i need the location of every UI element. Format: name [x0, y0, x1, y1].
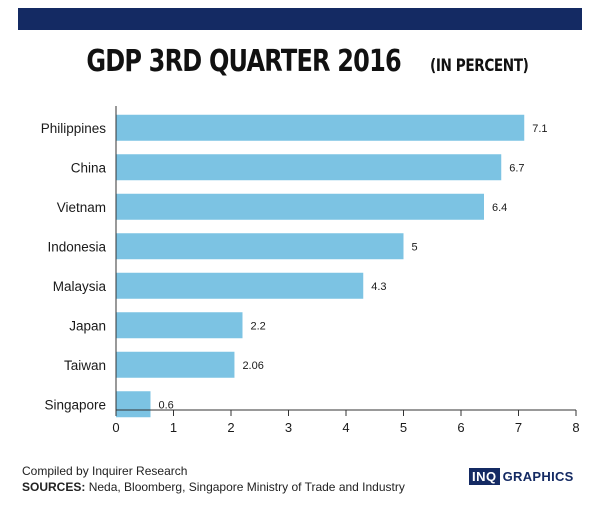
chart-title-row: GDP 3RD QUARTER 2016 (IN PERCENT) — [0, 44, 600, 79]
x-tick-label: 1 — [170, 420, 177, 435]
compiled-by: Compiled by Inquirer Research — [22, 464, 188, 478]
bar — [116, 312, 243, 339]
x-tick-label: 0 — [112, 420, 119, 435]
top-band — [18, 8, 582, 30]
category-label: China — [71, 160, 107, 175]
value-label: 6.7 — [509, 162, 524, 174]
x-tick-label: 8 — [572, 420, 579, 435]
category-label: Taiwan — [64, 358, 106, 373]
value-label: 5 — [412, 241, 418, 253]
category-label: Indonesia — [47, 239, 106, 254]
sources-label: SOURCES: — [22, 480, 86, 494]
bar — [116, 114, 525, 141]
x-tick-label: 7 — [515, 420, 522, 435]
value-label: 2.06 — [242, 360, 263, 372]
bar — [116, 351, 235, 378]
bar — [116, 233, 404, 260]
category-label: Japan — [69, 318, 106, 333]
x-tick-label: 4 — [342, 420, 349, 435]
inq-graphics-logo: INQ GRAPHICS — [469, 466, 574, 486]
category-label: Philippines — [41, 121, 107, 136]
value-label: 7.1 — [532, 123, 547, 135]
logo-box: INQ — [469, 467, 500, 485]
chart-subtitle: (IN PERCENT) — [430, 56, 529, 76]
value-label: 6.4 — [492, 202, 507, 214]
x-tick-label: 2 — [227, 420, 234, 435]
x-tick-label: 6 — [457, 420, 464, 435]
category-label: Singapore — [44, 397, 106, 412]
value-label: 4.3 — [371, 281, 386, 293]
value-label: 0.6 — [159, 399, 174, 411]
bar — [116, 272, 364, 299]
bar — [116, 391, 151, 418]
x-tick-label: 5 — [400, 420, 407, 435]
value-label: 2.2 — [251, 320, 266, 332]
footer: Compiled by Inquirer Research SOURCES: N… — [22, 463, 405, 495]
sources-line: SOURCES: Neda, Bloomberg, Singapore Mini… — [22, 479, 405, 495]
bar — [116, 193, 484, 220]
category-label: Malaysia — [53, 279, 107, 294]
chart-title: GDP 3RD QUARTER 2016 — [85, 44, 401, 79]
sources-text: Neda, Bloomberg, Singapore Ministry of T… — [88, 480, 405, 494]
category-label: Vietnam — [57, 200, 106, 215]
x-tick-label: 3 — [285, 420, 292, 435]
bar — [116, 154, 502, 181]
logo-text: GRAPHICS — [502, 468, 574, 484]
